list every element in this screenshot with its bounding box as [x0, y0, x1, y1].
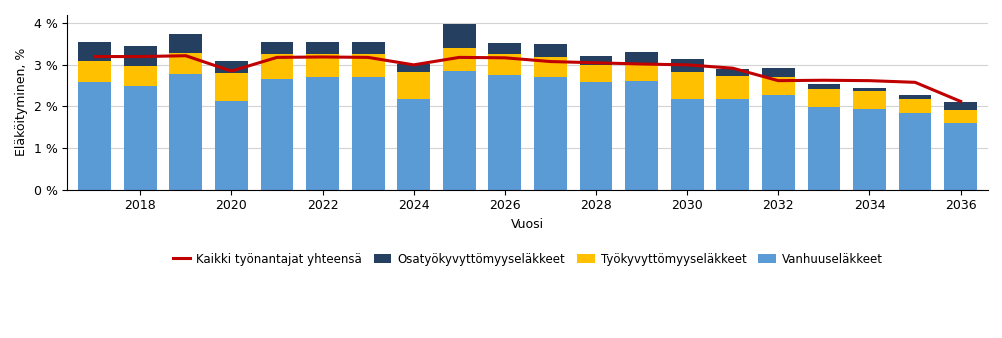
Bar	[624, 64, 657, 81]
Y-axis label: Eläköityminen, %: Eläköityminen, %	[15, 48, 28, 156]
Bar	[443, 71, 475, 190]
Bar	[762, 77, 794, 95]
Bar	[579, 82, 612, 190]
Bar	[670, 59, 702, 72]
Bar	[306, 42, 339, 54]
Bar	[169, 34, 202, 53]
Bar	[123, 46, 156, 66]
Bar	[261, 42, 293, 54]
Bar	[807, 107, 840, 190]
Bar	[624, 52, 657, 64]
Bar	[533, 44, 566, 56]
Bar	[715, 69, 748, 76]
Bar	[306, 54, 339, 76]
Bar	[123, 86, 156, 190]
Bar	[352, 76, 384, 190]
Bar	[352, 42, 384, 54]
X-axis label: Vuosi: Vuosi	[511, 218, 544, 231]
Bar	[169, 53, 202, 74]
Bar	[943, 110, 976, 123]
Bar	[123, 66, 156, 86]
Bar	[579, 56, 612, 65]
Bar	[853, 91, 885, 108]
Bar	[261, 54, 293, 79]
Bar	[762, 68, 794, 77]
Bar	[214, 61, 247, 73]
Bar	[807, 84, 840, 89]
Bar	[488, 43, 521, 54]
Bar	[214, 73, 247, 101]
Bar	[715, 76, 748, 99]
Bar	[533, 56, 566, 76]
Bar	[352, 54, 384, 76]
Bar	[443, 24, 475, 48]
Bar	[533, 76, 566, 190]
Bar	[78, 42, 111, 61]
Bar	[715, 99, 748, 190]
Bar	[670, 72, 702, 99]
Bar	[488, 54, 521, 75]
Bar	[624, 81, 657, 190]
Bar	[488, 75, 521, 190]
Bar	[807, 89, 840, 107]
Bar	[78, 61, 111, 82]
Bar	[853, 108, 885, 190]
Bar	[397, 99, 430, 190]
Bar	[898, 95, 931, 99]
Bar	[261, 79, 293, 190]
Bar	[78, 82, 111, 190]
Bar	[443, 48, 475, 71]
Bar	[397, 72, 430, 99]
Bar	[762, 95, 794, 190]
Legend: Kaikki työnantajat yhteensä, Osatyökyvyttömyyseläkkeet, Työkyvyttömyyseläkkeet, : Kaikki työnantajat yhteensä, Osatyökyvyt…	[167, 248, 887, 270]
Bar	[943, 123, 976, 190]
Bar	[306, 76, 339, 190]
Bar	[579, 65, 612, 82]
Bar	[943, 102, 976, 110]
Bar	[898, 113, 931, 190]
Bar	[397, 65, 430, 72]
Bar	[670, 99, 702, 190]
Bar	[169, 74, 202, 190]
Bar	[898, 99, 931, 113]
Bar	[214, 101, 247, 190]
Bar	[853, 88, 885, 91]
